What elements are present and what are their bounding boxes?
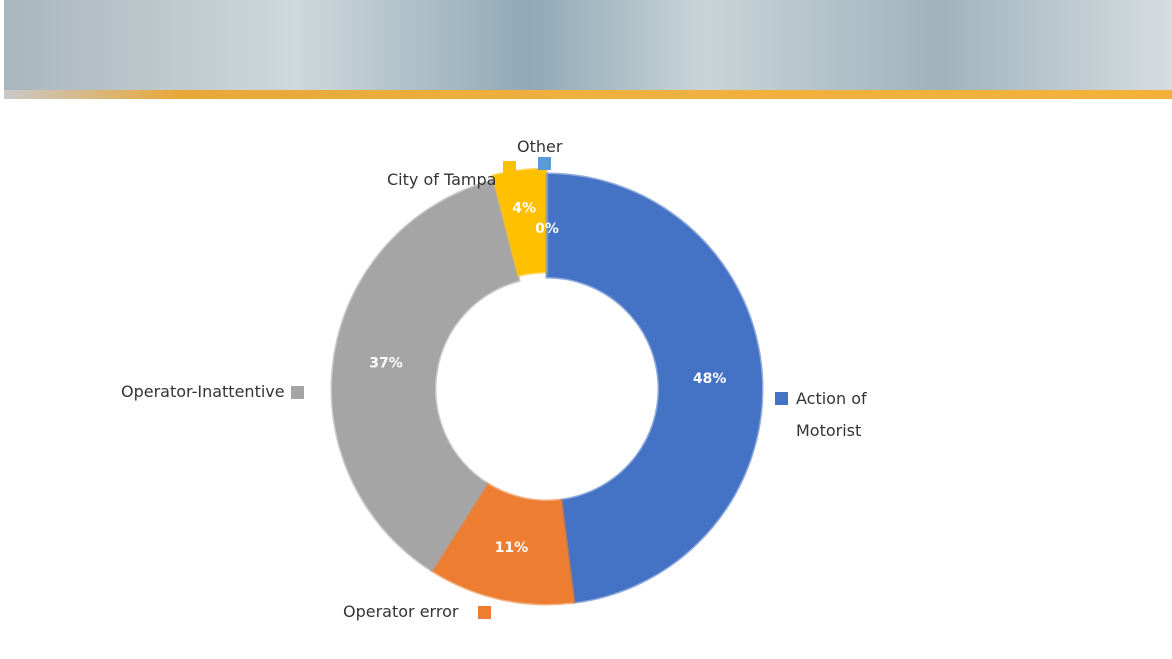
data-label: 37% xyxy=(369,356,403,372)
legend-swatch xyxy=(775,392,788,405)
legend-swatch xyxy=(503,161,516,174)
data-label: 48% xyxy=(693,371,727,387)
category-label: Other xyxy=(517,137,563,156)
legend-swatch xyxy=(478,606,491,619)
slice xyxy=(545,172,764,604)
category-label: Operator-Inattentive xyxy=(121,382,285,401)
data-label: 0% xyxy=(535,221,559,237)
data-label: 11% xyxy=(495,540,529,556)
banner xyxy=(4,0,1172,92)
category-label: City of Tampa xyxy=(387,170,497,189)
legend-swatch xyxy=(538,157,551,170)
category-label: Operator error xyxy=(343,602,459,621)
legend-swatch xyxy=(291,386,304,399)
data-label: 4% xyxy=(512,200,536,216)
banner-strip xyxy=(4,90,1172,99)
slice xyxy=(330,179,521,573)
donut: 48% 11% 37% 4% 0% xyxy=(330,167,764,606)
category-label: Action of Motorist xyxy=(796,389,867,440)
